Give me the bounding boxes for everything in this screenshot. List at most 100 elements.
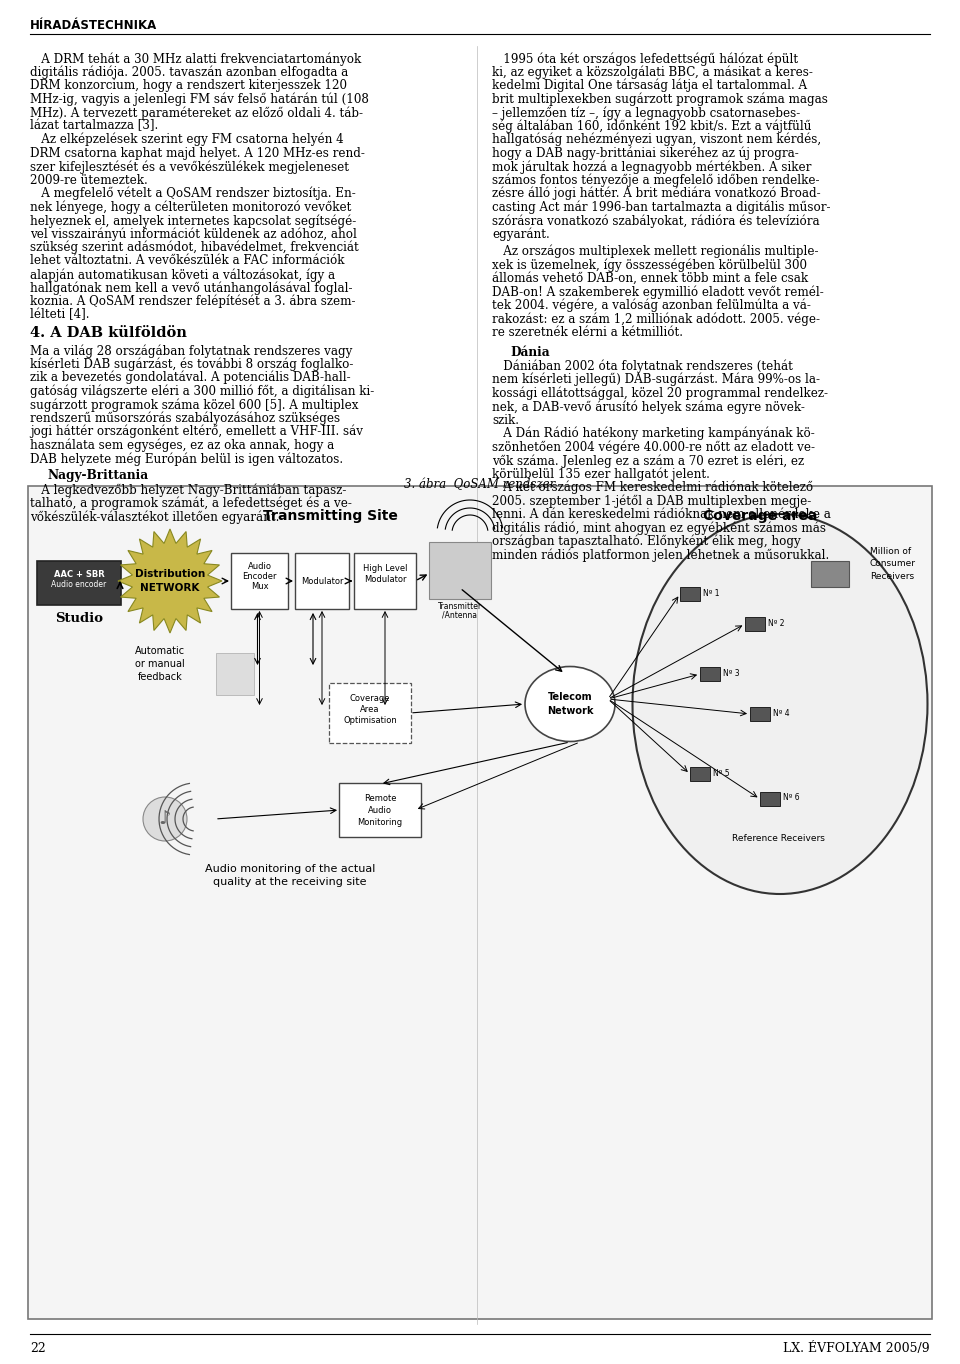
Text: Network: Network (547, 707, 593, 716)
Text: High Level: High Level (363, 563, 407, 573)
Ellipse shape (633, 514, 927, 893)
Text: koznia. A QoSAM rendszer felépítését a 3. ábra szem-: koznia. A QoSAM rendszer felépítését a 3… (30, 295, 355, 308)
Text: nek, a DAB-vevő árusító helyek száma egyre növek-: nek, a DAB-vevő árusító helyek száma egy… (492, 400, 804, 413)
Text: Audio encoder: Audio encoder (52, 580, 107, 589)
Text: rakozást: ez a szám 1,2 milliónak adódott. 2005. vége-: rakozást: ez a szám 1,2 milliónak adódot… (492, 312, 820, 326)
Text: nem kísérleti jellegű) DAB-sugárzást. Mára 99%-os la-: nem kísérleti jellegű) DAB-sugárzást. Má… (492, 372, 820, 386)
Text: Audio monitoring of the actual
quality at the receiving site: Audio monitoring of the actual quality a… (204, 863, 375, 887)
Text: hogy a DAB nagy-brittániai sikeréhez az új progra-: hogy a DAB nagy-brittániai sikeréhez az … (492, 146, 799, 160)
Text: zésre álló jogi háttér. A brit médiára vonatkozó Broad-: zésre álló jogi háttér. A brit médiára v… (492, 187, 821, 201)
Text: hallgatóság nehézményezi ugyan, viszont nem kérdés,: hallgatóság nehézményezi ugyan, viszont … (492, 134, 821, 146)
Text: re szeretnék elérni a kétmilliót.: re szeretnék elérni a kétmilliót. (492, 326, 683, 340)
Text: állomás vehető DAB-on, ennek több mint a fele csak: állomás vehető DAB-on, ennek több mint a… (492, 271, 808, 285)
FancyBboxPatch shape (700, 667, 720, 681)
Text: MHz). A tervezett paramétereket az előző oldali 4. táb-: MHz). A tervezett paramétereket az előző… (30, 106, 363, 120)
Text: szönhetően 2004 végére 40.000-re nőtt az eladott ve-: szönhetően 2004 végére 40.000-re nőtt az… (492, 441, 815, 454)
Text: vők száma. Jelenleg ez a szám a 70 ezret is eléri, ez: vők száma. Jelenleg ez a szám a 70 ezret… (492, 454, 804, 468)
FancyBboxPatch shape (339, 783, 421, 837)
Text: rendszerű műsorszórás szabályozásához szükséges: rendszerű műsorszórás szabályozásához sz… (30, 412, 340, 426)
FancyBboxPatch shape (760, 792, 780, 806)
Text: A két országos FM kereskedelmi rádiónak kötelező: A két országos FM kereskedelmi rádiónak … (492, 481, 813, 495)
Text: helyeznek el, amelyek internetes kapcsolat segítségé-: helyeznek el, amelyek internetes kapcsol… (30, 214, 356, 228)
Text: DRM csatorna kaphat majd helyet. A 120 MHz-es rend-: DRM csatorna kaphat majd helyet. A 120 M… (30, 146, 365, 160)
Text: Dánia: Dánia (510, 345, 550, 359)
Text: lázat tartalmazza [3].: lázat tartalmazza [3]. (30, 120, 158, 132)
FancyBboxPatch shape (745, 617, 765, 632)
Text: Transmitter: Transmitter (438, 602, 482, 611)
Text: /Antenna: /Antenna (443, 611, 477, 621)
Text: digitális rádió, mint ahogyan ez egyébként számos más: digitális rádió, mint ahogyan ez egyébké… (492, 521, 826, 535)
Text: Dániában 2002 óta folytatnak rendszeres (tehát: Dániában 2002 óta folytatnak rendszeres … (492, 360, 793, 372)
Text: Automatic
or manual
feedback: Automatic or manual feedback (135, 647, 185, 682)
FancyBboxPatch shape (295, 552, 349, 608)
Text: xek is üzemelnek, így összességében körülbelül 300: xek is üzemelnek, így összességében körü… (492, 259, 807, 271)
Text: A megfelelő vételt a QoSAM rendszer biztosítja. En-: A megfelelő vételt a QoSAM rendszer bizt… (30, 187, 356, 201)
Text: talható, a programok számát, a lefedettséget és a ve-: talható, a programok számát, a lefedetts… (30, 496, 352, 510)
Text: AAC + SBR: AAC + SBR (54, 570, 105, 578)
Text: nek lényege, hogy a célterületen monitorozó vevőket: nek lényege, hogy a célterületen monitor… (30, 201, 351, 214)
Text: országban tapasztalható. Előnyként élik meg, hogy: országban tapasztalható. Előnyként élik … (492, 535, 801, 548)
Text: szórásra vonatkozó szabályokat, rádióra és televízióra: szórásra vonatkozó szabályokat, rádióra … (492, 214, 820, 228)
Text: Reference Receivers: Reference Receivers (732, 833, 825, 843)
Text: vőkészülék-választékot illetően egyaránt.: vőkészülék-választékot illetően egyaránt… (30, 510, 279, 524)
FancyBboxPatch shape (231, 552, 288, 608)
Text: 22: 22 (30, 1342, 46, 1354)
Text: Transmitting Site: Transmitting Site (263, 509, 397, 522)
FancyBboxPatch shape (811, 561, 849, 587)
FancyBboxPatch shape (690, 767, 710, 782)
Text: A Dán Rádió hatékony marketing kampányának kö-: A Dán Rádió hatékony marketing kampányán… (492, 427, 815, 441)
Text: minden rádiós platformon jelen lehetnek a műsorukkal.: minden rádiós platformon jelen lehetnek … (492, 548, 829, 562)
Text: Az országos multiplexek mellett regionális multiple-: Az országos multiplexek mellett regionál… (492, 246, 819, 259)
Text: HÍRADÁSTECHNIKA: HÍRADÁSTECHNIKA (30, 19, 157, 31)
Text: Nagy-Brittania: Nagy-Brittania (48, 469, 149, 483)
Text: Coverage: Coverage (349, 694, 391, 702)
Text: alapján automatikusan követi a változásokat, így a: alapján automatikusan követi a változáso… (30, 267, 335, 281)
Text: szik.: szik. (492, 413, 519, 427)
Text: Nº 3: Nº 3 (723, 668, 739, 678)
Text: kedelmi Digital One társaság látja el tartalommal. A: kedelmi Digital One társaság látja el ta… (492, 79, 807, 93)
Text: Telecom: Telecom (548, 692, 592, 702)
Text: brit multiplexekben sugárzott programok száma magas: brit multiplexekben sugárzott programok … (492, 93, 828, 106)
FancyBboxPatch shape (37, 561, 121, 606)
Text: Distribution: Distribution (134, 569, 205, 578)
Text: tek 2004. végére, a valóság azonban felülmúlta a vá-: tek 2004. végére, a valóság azonban felü… (492, 299, 811, 312)
Text: casting Act már 1996-ban tartalmazta a digitális műsor-: casting Act már 1996-ban tartalmazta a d… (492, 201, 830, 214)
Text: – jellemzően tíz –, így a legnagyobb csatornasebes-: – jellemzően tíz –, így a legnagyobb csa… (492, 106, 801, 120)
Text: lélteti [4].: lélteti [4]. (30, 308, 89, 322)
Text: Million of
Consumer
Receivers: Million of Consumer Receivers (870, 547, 916, 581)
Text: egyaránt.: egyaránt. (492, 228, 550, 241)
Text: lenni. A dán kereskedelmi rádióknak nem ellenérdeke a: lenni. A dán kereskedelmi rádióknak nem … (492, 507, 830, 521)
Text: kísérleti DAB sugárzást, és további 8 ország foglalko-: kísérleti DAB sugárzást, és további 8 or… (30, 357, 353, 371)
Text: A DRM tehát a 30 MHz alatti frekvenciatartományok: A DRM tehát a 30 MHz alatti frekvenciata… (30, 52, 361, 65)
Text: jogi háttér országonként eltérő, emellett a VHF-III. sáv: jogi háttér országonként eltérő, emellet… (30, 426, 363, 438)
Text: gatóság világszerte eléri a 300 millió főt, a digitálisan ki-: gatóság világszerte eléri a 300 millió f… (30, 385, 374, 398)
Text: NETWORK: NETWORK (140, 582, 200, 593)
Circle shape (143, 797, 187, 842)
Text: szer kifejlesztését és a vevőkészülékek megjeleneset: szer kifejlesztését és a vevőkészülékek … (30, 160, 349, 173)
Text: szükség szerint adásmódot, hibavédelmet, frekvenciát: szükség szerint adásmódot, hibavédelmet,… (30, 241, 359, 255)
Text: Audio: Audio (368, 806, 392, 816)
Text: Az elképzelések szerint egy FM csatorna helyén 4: Az elképzelések szerint egy FM csatorna … (30, 134, 344, 146)
FancyBboxPatch shape (429, 542, 491, 599)
Text: 3. ábra  QoSAM rendszer: 3. ábra QoSAM rendszer (404, 477, 556, 491)
FancyBboxPatch shape (329, 683, 411, 743)
Text: lehet változtatni. A vevőkészülék a FAC információk: lehet változtatni. A vevőkészülék a FAC … (30, 255, 345, 267)
Text: körülbelül 135 ezer hallgatót jelent.: körülbelül 135 ezer hallgatót jelent. (492, 468, 709, 481)
FancyBboxPatch shape (750, 707, 770, 722)
Text: Nº 1: Nº 1 (703, 588, 719, 597)
Text: Mux: Mux (251, 582, 268, 591)
Text: Nº 5: Nº 5 (713, 768, 730, 777)
Text: ség általában 160, időnként 192 kbit/s. Ezt a vájtfülű: ség általában 160, időnként 192 kbit/s. … (492, 120, 811, 134)
Text: 2009-re ütemeztek.: 2009-re ütemeztek. (30, 173, 148, 187)
FancyBboxPatch shape (680, 587, 700, 602)
Text: 1995 óta két országos lefedettségű hálózat épült: 1995 óta két országos lefedettségű hálóz… (492, 52, 798, 65)
Text: használata sem egységes, ez az oka annak, hogy a: használata sem egységes, ez az oka annak… (30, 438, 334, 451)
Text: sugárzott programok száma közel 600 [5]. A multiplex: sugárzott programok száma közel 600 [5].… (30, 398, 358, 412)
Text: Coverage area: Coverage area (703, 509, 817, 522)
Text: Monitoring: Monitoring (357, 818, 402, 827)
Text: Remote: Remote (364, 794, 396, 803)
Text: Nº 6: Nº 6 (783, 794, 800, 802)
Text: mok járultak hozzá a legnagyobb mértékben. A siker: mok járultak hozzá a legnagyobb mértékbe… (492, 160, 811, 173)
Text: Modulator: Modulator (300, 577, 344, 585)
Text: 2005. szeptember 1-jétől a DAB multiplexben megje-: 2005. szeptember 1-jétől a DAB multiplex… (492, 495, 811, 507)
